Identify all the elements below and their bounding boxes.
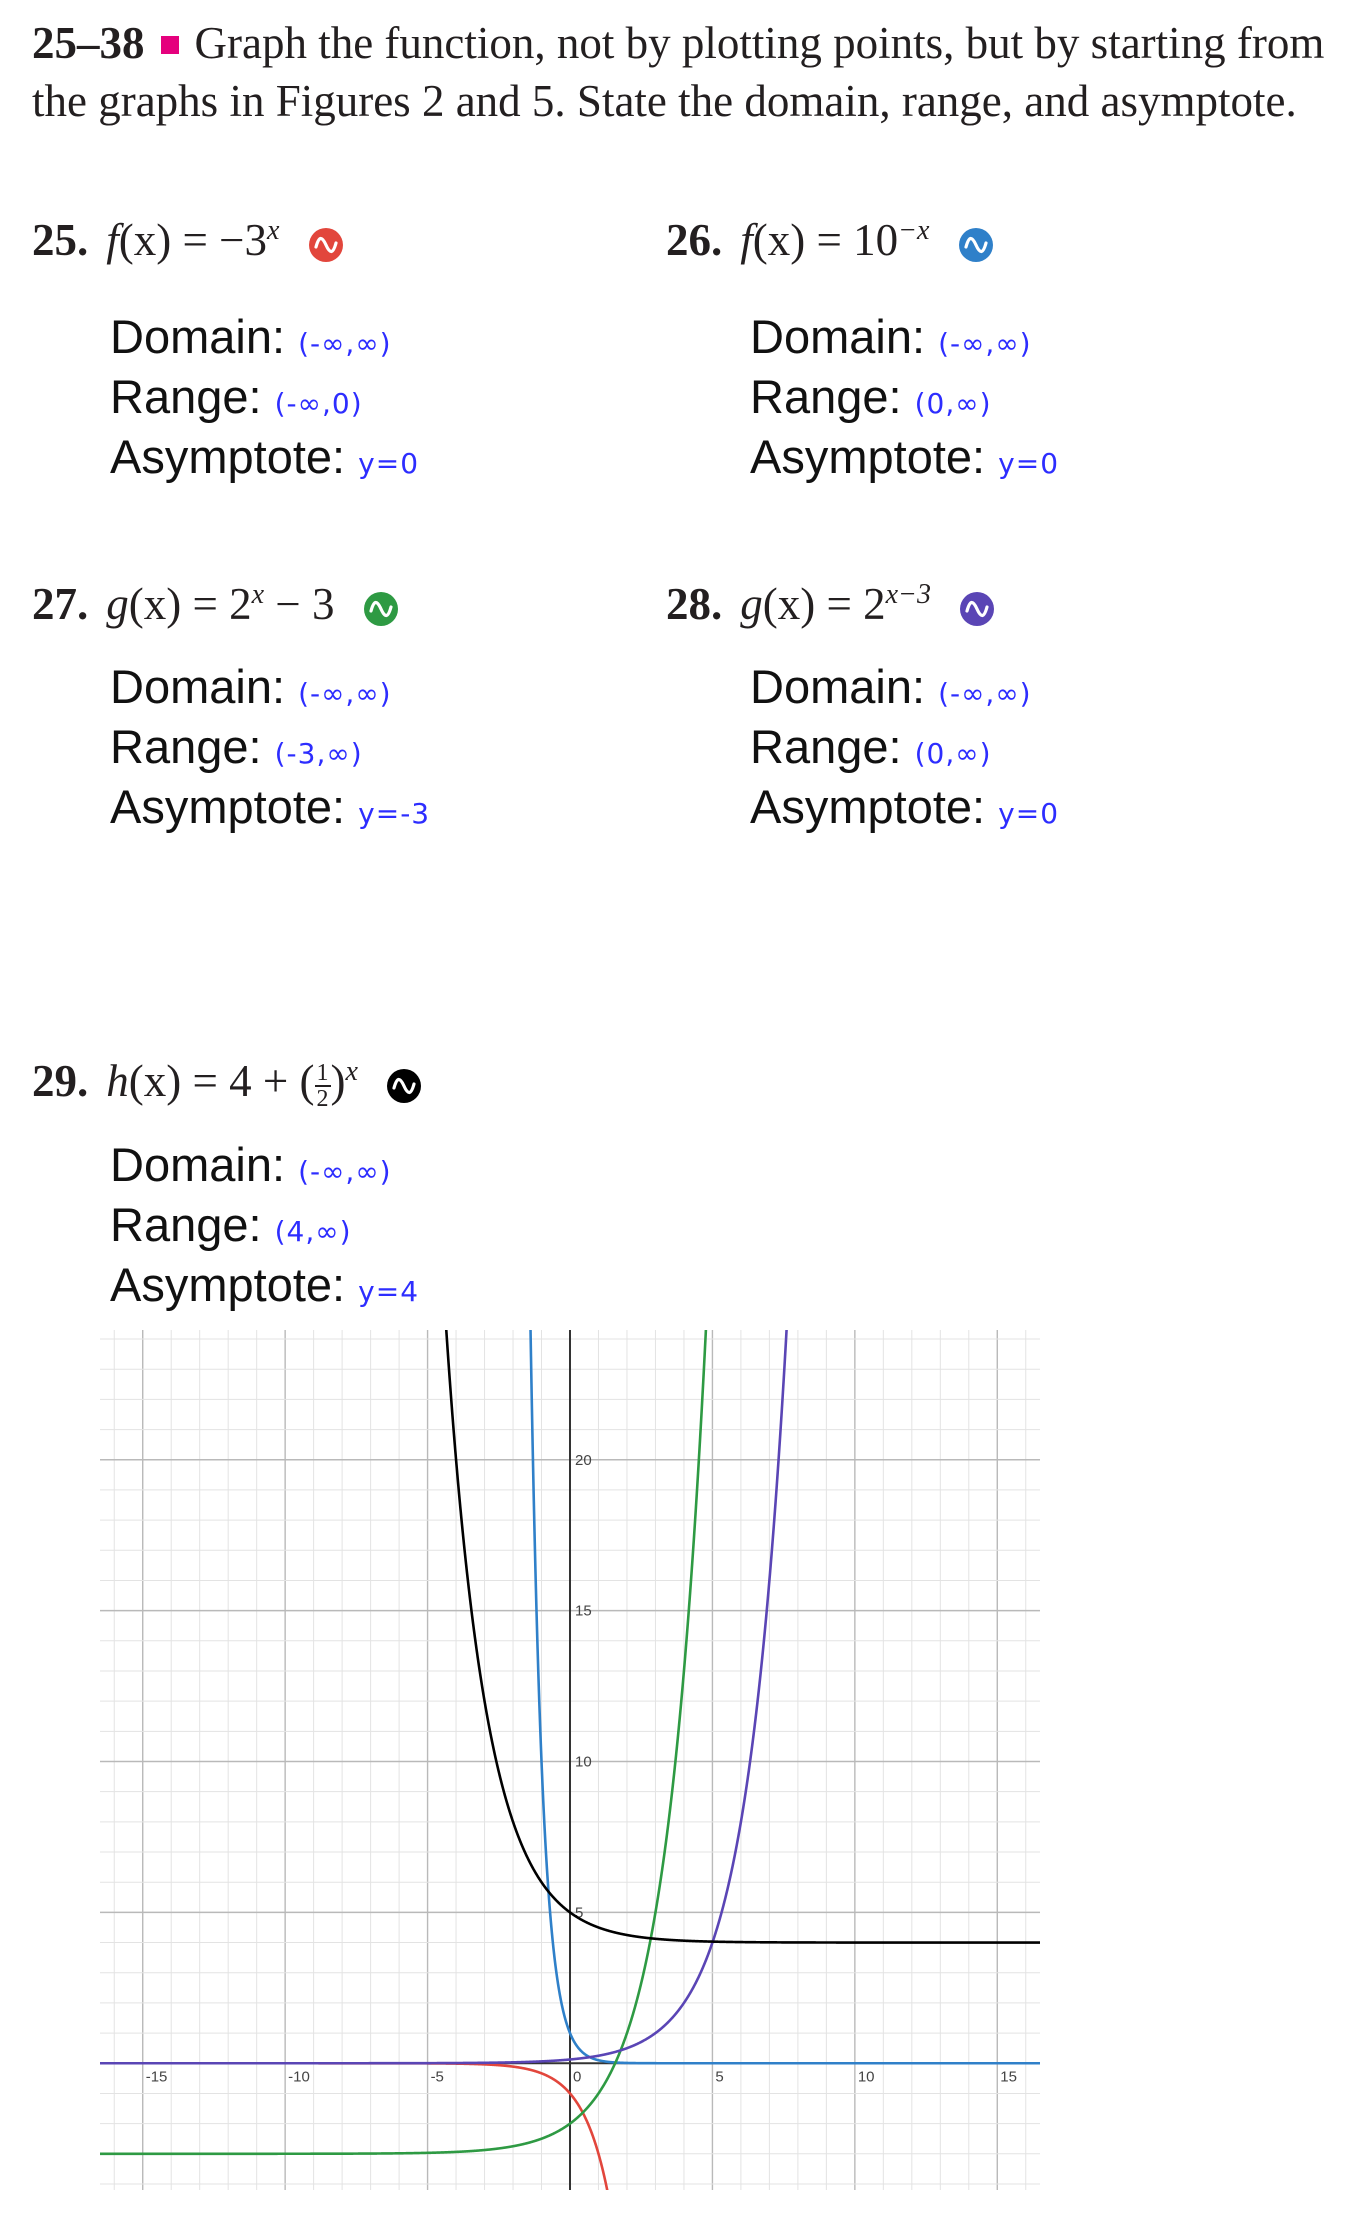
asymptote-label: Asymptote: bbox=[110, 780, 346, 833]
function-tail: − 3 bbox=[264, 579, 335, 629]
function-rhs: −3 bbox=[219, 215, 268, 265]
black-sine-wave-icon[interactable] bbox=[387, 1068, 422, 1103]
function-rhs: 2 bbox=[229, 579, 252, 629]
function-exponent: x bbox=[267, 215, 280, 246]
exercise-range: 25–38 bbox=[32, 18, 145, 68]
equals-sign: = bbox=[192, 1056, 218, 1106]
domain-label: Domain: bbox=[750, 660, 926, 713]
function-name: f bbox=[106, 215, 119, 265]
range-label: Range: bbox=[750, 370, 902, 423]
domain-answer: (-∞,∞) bbox=[298, 677, 392, 710]
asymptote-label: Asymptote: bbox=[750, 430, 986, 483]
equals-sign: = bbox=[182, 215, 208, 265]
problem-number: 28. bbox=[666, 579, 723, 629]
x-tick-label: -10 bbox=[288, 2068, 310, 2085]
x-tick-label: 5 bbox=[715, 2068, 723, 2085]
fraction-numerator: 1 bbox=[314, 1059, 331, 1087]
asymptote-label: Asymptote: bbox=[750, 780, 986, 833]
function-exponent: −x bbox=[898, 215, 930, 246]
x-tick-label: -5 bbox=[431, 2068, 444, 2085]
range-answer: (-3,∞) bbox=[274, 737, 363, 770]
problem-28: 28. g(x) = 2x−3 bbox=[666, 578, 995, 630]
asymptote-label: Asymptote: bbox=[110, 430, 346, 483]
problem-26: 26. f(x) = 10−x bbox=[666, 214, 993, 266]
domain-label: Domain: bbox=[110, 660, 286, 713]
problem-25: 25. f(x) = −3x bbox=[32, 214, 343, 266]
asymptote-answer: y=0 bbox=[358, 447, 420, 480]
range-answer: (4,∞) bbox=[274, 1215, 352, 1248]
domain-answer: (-∞,∞) bbox=[298, 1155, 392, 1188]
asymptote-label: Asymptote: bbox=[110, 1258, 346, 1311]
asymptote-answer: y=-3 bbox=[358, 797, 431, 830]
function-exponent: x bbox=[345, 1056, 358, 1087]
y-tick-label: 15 bbox=[575, 1603, 592, 1620]
magenta-square-bullet-icon bbox=[160, 35, 179, 54]
function-graph[interactable]: -15 -10 -5 0 5 10 15 5 10 15 20 bbox=[100, 1330, 1040, 2190]
function-argument: (x) bbox=[752, 215, 806, 265]
problem-number: 29. bbox=[32, 1056, 89, 1106]
asymptote-answer: y=0 bbox=[998, 447, 1060, 480]
function-name: g bbox=[740, 579, 763, 629]
function-rhs: 4 + ( bbox=[229, 1056, 315, 1106]
y-tick-label: 10 bbox=[575, 1754, 592, 1771]
domain-answer: (-∞,∞) bbox=[298, 327, 392, 360]
range-label: Range: bbox=[110, 1198, 262, 1251]
problem-27: 27. g(x) = 2x − 3 bbox=[32, 578, 398, 630]
x-tick-label: -15 bbox=[146, 2068, 168, 2085]
x-tick-label: 10 bbox=[858, 2068, 875, 2085]
y-tick-label: 20 bbox=[575, 1452, 592, 1469]
function-exponent: x bbox=[251, 579, 265, 610]
range-answer: (-∞,0) bbox=[274, 387, 363, 420]
y-tick-label: 5 bbox=[575, 1904, 583, 1921]
function-argument: (x) bbox=[762, 579, 816, 629]
function-rhs: 10 bbox=[853, 215, 899, 265]
problem-number: 26. bbox=[666, 215, 723, 265]
function-argument: (x) bbox=[128, 1056, 182, 1106]
range-label: Range: bbox=[110, 720, 262, 773]
exercise-instructions: 25–38 Graph the function, not by plotting… bbox=[32, 14, 1332, 130]
function-rhs: 2 bbox=[863, 579, 886, 629]
asymptote-answer: y=4 bbox=[358, 1275, 420, 1308]
purple-curve bbox=[100, 1330, 788, 2065]
problem-number: 27. bbox=[32, 579, 89, 629]
problem-29: 29. h(x) = 4 + (1 2)x bbox=[32, 1055, 422, 1112]
purple-sine-wave-icon[interactable] bbox=[960, 591, 995, 626]
function-rhs-close: ) bbox=[330, 1056, 346, 1106]
domain-answer: (-∞,∞) bbox=[938, 327, 1032, 360]
range-label: Range: bbox=[750, 720, 902, 773]
function-name: f bbox=[740, 215, 753, 265]
black-curve bbox=[444, 1330, 1040, 1944]
function-argument: (x) bbox=[128, 579, 182, 629]
problem-27-answers: Domain: (-∞,∞) Range: (-3,∞) Asymptote: … bbox=[110, 660, 430, 840]
domain-label: Domain: bbox=[110, 1138, 286, 1191]
domain-label: Domain: bbox=[750, 310, 926, 363]
domain-label: Domain: bbox=[110, 310, 286, 363]
domain-answer: (-∞,∞) bbox=[938, 677, 1032, 710]
problem-25-answers: Domain: (-∞,∞) Range: (-∞,0) Asymptote: … bbox=[110, 310, 419, 490]
equals-sign: = bbox=[826, 579, 852, 629]
function-argument: (x) bbox=[118, 215, 172, 265]
red-sine-wave-icon[interactable] bbox=[308, 227, 343, 262]
range-answer: (0,∞) bbox=[914, 737, 992, 770]
x-tick-label: 0 bbox=[573, 2068, 581, 2085]
asymptote-answer: y=0 bbox=[998, 797, 1060, 830]
instructions-text: Graph the function, not by plotting poin… bbox=[32, 18, 1325, 126]
green-curve bbox=[100, 1330, 708, 2156]
function-exponent: x−3 bbox=[885, 579, 931, 610]
function-name: g bbox=[106, 579, 129, 629]
problem-26-answers: Domain: (-∞,∞) Range: (0,∞) Asymptote: y… bbox=[750, 310, 1059, 490]
range-label: Range: bbox=[110, 370, 262, 423]
x-tick-label: 15 bbox=[1000, 2068, 1017, 2085]
fraction-denominator: 2 bbox=[316, 1085, 329, 1112]
problem-28-answers: Domain: (-∞,∞) Range: (0,∞) Asymptote: y… bbox=[750, 660, 1059, 840]
blue-sine-wave-icon[interactable] bbox=[958, 227, 993, 262]
function-name: h bbox=[106, 1056, 129, 1106]
equals-sign: = bbox=[816, 215, 842, 265]
green-sine-wave-icon[interactable] bbox=[363, 591, 398, 626]
equals-sign: = bbox=[192, 579, 218, 629]
range-answer: (0,∞) bbox=[914, 387, 992, 420]
problem-number: 25. bbox=[32, 215, 89, 265]
problem-29-answers: Domain: (-∞,∞) Range: (4,∞) Asymptote: y… bbox=[110, 1138, 419, 1318]
